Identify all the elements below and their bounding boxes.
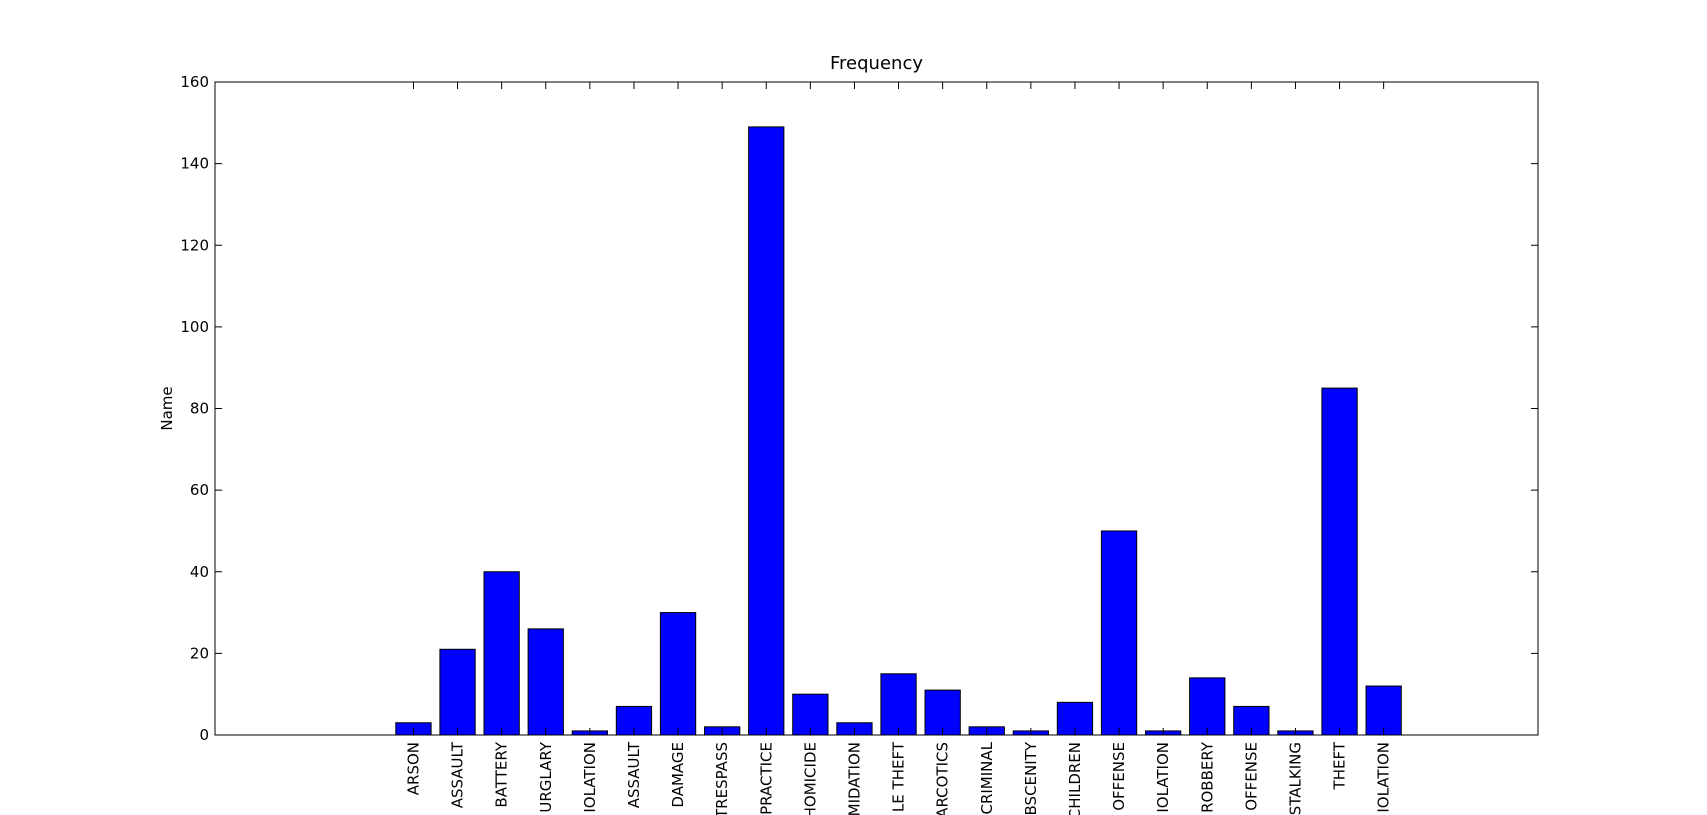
x-tick-label: ARSON: [404, 742, 422, 795]
x-tick-label: CHILDREN: [1066, 742, 1084, 815]
bar: [527, 628, 564, 736]
bar: [1365, 685, 1402, 736]
bar: [439, 648, 476, 736]
bar: [1321, 387, 1358, 736]
y-axis-label: Name: [158, 386, 176, 430]
x-tick-label: IOLATION: [1375, 742, 1393, 813]
chart-title: Frequency: [830, 53, 923, 74]
y-tick-label: 140: [180, 155, 209, 173]
x-tick-label: BSCENITY: [1022, 741, 1040, 815]
x-tick-label: PRACTICE: [757, 742, 775, 815]
y-tick-label: 20: [190, 644, 209, 662]
bar: [483, 571, 520, 736]
bar: [1189, 677, 1226, 736]
y-tick-label: 100: [180, 318, 209, 336]
x-tick-label: URGLARY: [537, 741, 555, 812]
x-tick-label: MIDATION: [845, 742, 863, 815]
x-tick-label: DAMAGE: [669, 742, 687, 808]
y-tick-label: 0: [199, 726, 209, 744]
x-tick-label: TRESPASS: [713, 742, 731, 815]
y-tick-label: 80: [190, 400, 209, 418]
x-tick-label: STALKING: [1286, 742, 1304, 815]
x-tick-label: ROBBERY: [1198, 741, 1216, 813]
x-tick-label: HOMICIDE: [801, 742, 819, 815]
bar: [748, 126, 785, 736]
x-tick-label: LE THEFT: [890, 741, 908, 812]
x-tick-label: ARCOTICS: [934, 742, 952, 815]
x-tick-label: IOLATION: [581, 742, 599, 813]
x-tick-label: OFFENSE: [1110, 742, 1128, 811]
x-tick-label: CRIMINAL: [978, 741, 996, 814]
x-tick-label: THEFT: [1331, 741, 1349, 790]
x-tick-labels: ARSON ASSAULT BATTERY URGLARY IOLATION ASSAUL…: [404, 741, 1392, 815]
y-tick-label: 60: [190, 481, 209, 499]
x-tick-label: ASSAULT: [625, 741, 643, 808]
y-tick-label: 40: [190, 563, 209, 581]
bar: [924, 689, 961, 736]
y-tick-label: 120: [180, 236, 209, 254]
bar: [1100, 530, 1138, 736]
bars-group: [395, 126, 1402, 736]
y-tick-label: 160: [180, 73, 209, 91]
y-tick-labels: 0 20 40 60 80 100 120 140 160: [180, 73, 209, 744]
bar: [659, 612, 697, 736]
x-tick-label: BATTERY: [493, 741, 511, 807]
x-tick-label: ASSAULT: [449, 741, 467, 808]
x-tick-label: OFFENSE: [1242, 742, 1260, 811]
x-tick-label: IOLATION: [1154, 742, 1172, 813]
plot-area-frame: [214, 81, 1539, 736]
bar: [880, 673, 917, 736]
